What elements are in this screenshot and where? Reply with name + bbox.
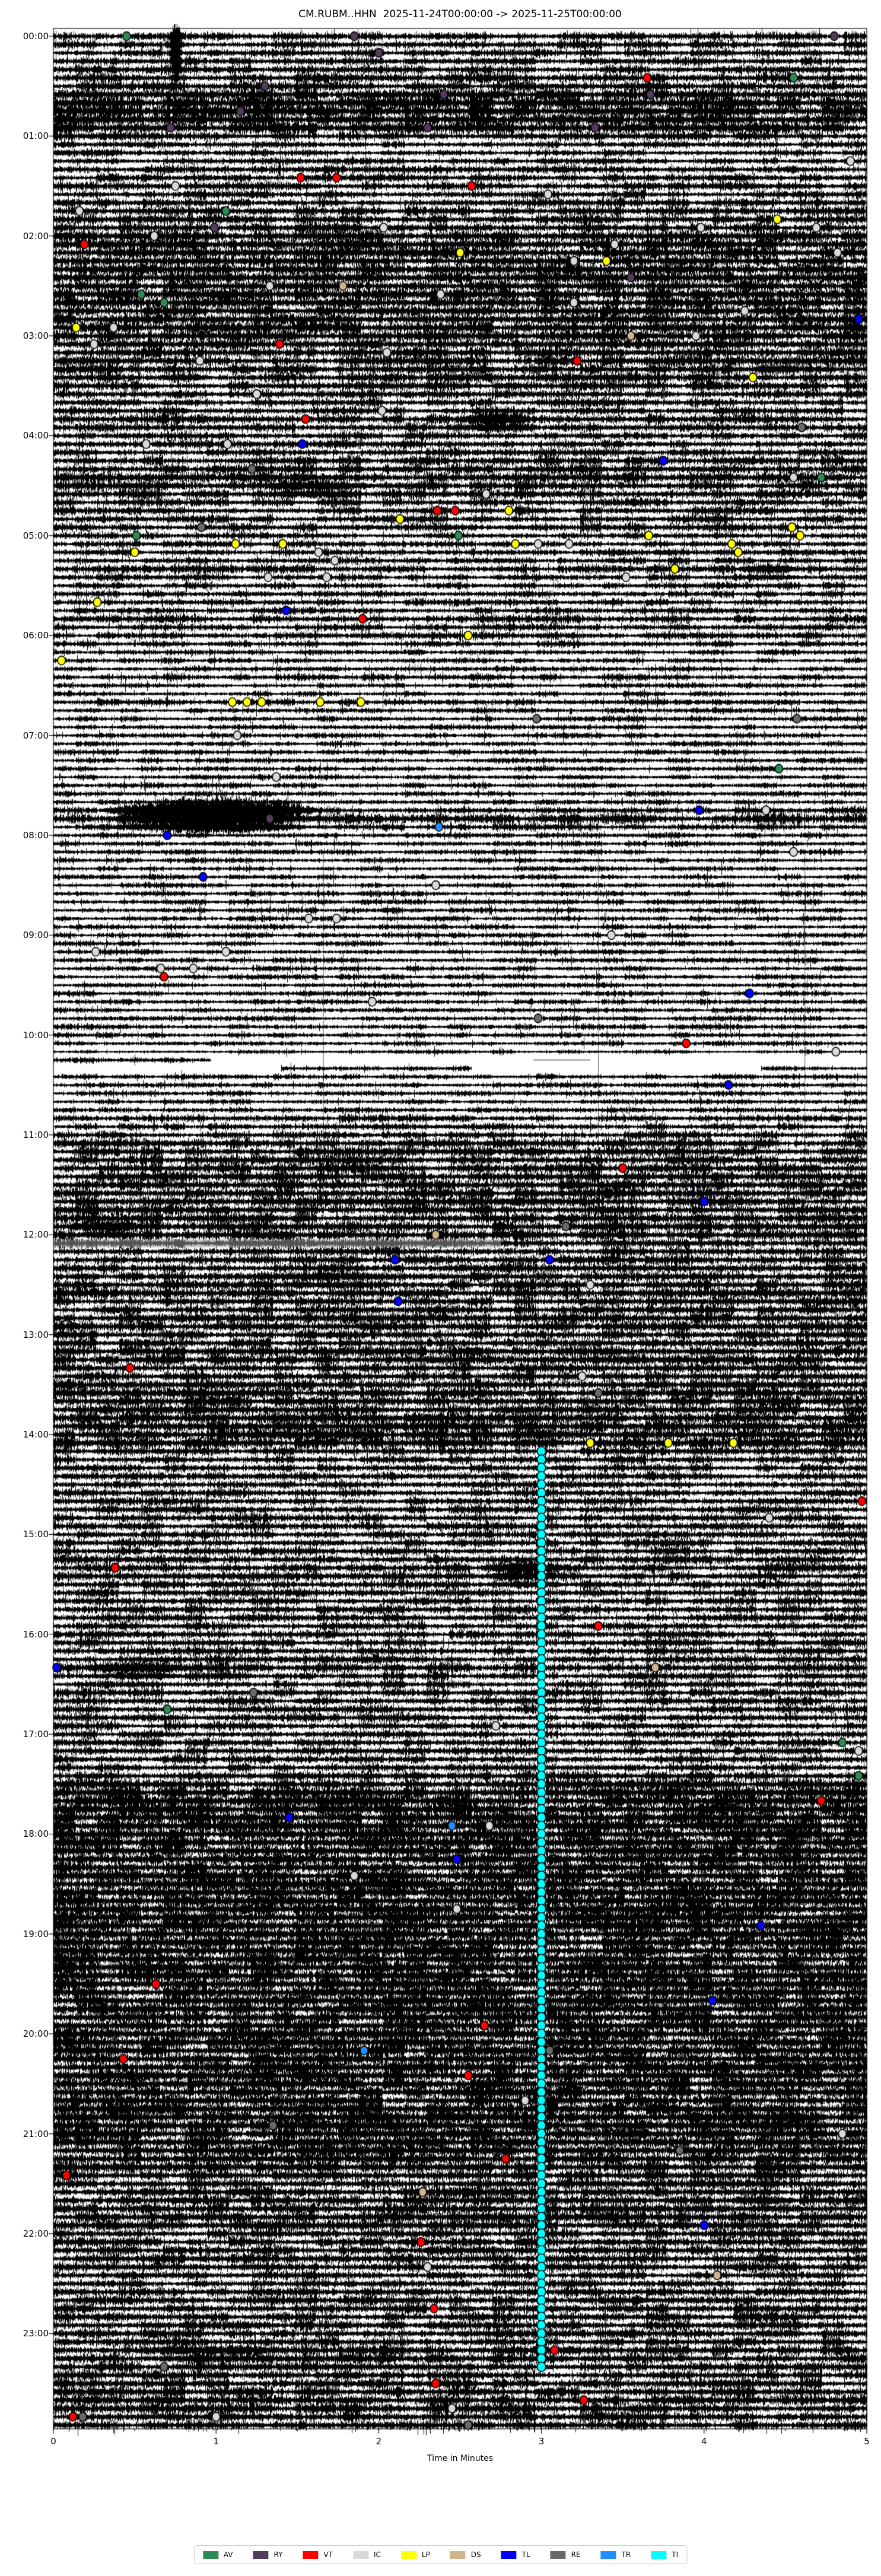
y-tick-label: 01:00 — [23, 131, 49, 142]
legend-item-lp: LP — [400, 2550, 430, 2559]
y-tick-label: 18:00 — [23, 1828, 49, 1840]
y-tick-label: 02:00 — [23, 230, 49, 241]
y-tick-label: 19:00 — [23, 1928, 49, 1939]
y-tick-label: 05:00 — [23, 530, 49, 541]
legend-label: DS — [470, 2550, 481, 2559]
y-tick-label: 04:00 — [23, 430, 49, 441]
legend-swatch-icon — [352, 2550, 368, 2559]
y-tick-label: 11:00 — [23, 1129, 49, 1140]
legend-item-ic: IC — [352, 2550, 381, 2559]
x-tick-label: 5 — [864, 2436, 870, 2447]
legend-swatch-icon — [651, 2550, 667, 2559]
y-tick-label: 07:00 — [23, 730, 49, 741]
y-tick-label: 12:00 — [23, 1229, 49, 1241]
x-axis-label: Time in Minutes — [427, 2454, 494, 2463]
x-tick-label: 1 — [213, 2436, 219, 2447]
y-tick-label: 13:00 — [23, 1329, 49, 1340]
y-tick-label: 15:00 — [23, 1529, 49, 1540]
legend-label: TI — [672, 2550, 679, 2559]
legend-label: IC — [373, 2550, 381, 2559]
legend-item-ds: DS — [450, 2550, 481, 2559]
x-tick-label: 4 — [701, 2436, 707, 2447]
y-tick-label: 06:00 — [23, 630, 49, 641]
classification-legend: AV RY VT IC LP DS TL RE TR TI — [193, 2545, 688, 2564]
legend-item-tl: TL — [501, 2550, 530, 2559]
y-tick-label: 03:00 — [23, 330, 49, 342]
y-tick-label: 08:00 — [23, 829, 49, 841]
legend-label: RY — [273, 2550, 283, 2559]
legend-swatch-icon — [501, 2550, 517, 2559]
y-tick-label: 20:00 — [23, 2028, 49, 2040]
legend-item-ti: TI — [651, 2550, 678, 2559]
legend-label: RE — [571, 2550, 581, 2559]
legend-item-av: AV — [202, 2550, 233, 2559]
legend-label: TL — [521, 2550, 530, 2559]
legend-swatch-icon — [550, 2550, 566, 2559]
legend-item-vt: VT — [303, 2550, 333, 2559]
legend-swatch-icon — [303, 2550, 319, 2559]
y-tick-label: 09:00 — [23, 930, 49, 941]
legend-swatch-icon — [600, 2550, 616, 2559]
x-tick-label: 2 — [376, 2436, 382, 2447]
y-tick-label: 23:00 — [23, 2328, 49, 2339]
legend-swatch-icon — [253, 2550, 269, 2559]
x-tick-label: 0 — [50, 2436, 56, 2447]
y-tick-label: 22:00 — [23, 2228, 49, 2239]
legend-label: LP — [421, 2550, 430, 2559]
legend-swatch-icon — [400, 2550, 416, 2559]
legend-swatch-icon — [450, 2550, 466, 2559]
y-tick-label: 10:00 — [23, 1029, 49, 1041]
y-tick-label: 17:00 — [23, 1729, 49, 1740]
legend-label: TR — [621, 2550, 631, 2559]
legend-item-re: RE — [550, 2550, 581, 2559]
legend-item-tr: TR — [600, 2550, 631, 2559]
legend-swatch-icon — [202, 2550, 218, 2559]
y-tick-label: 21:00 — [23, 2128, 49, 2139]
y-tick-label: 16:00 — [23, 1629, 49, 1640]
legend-label: AV — [223, 2550, 233, 2559]
x-tick-label: 3 — [538, 2436, 545, 2447]
legend-label: VT — [323, 2550, 333, 2559]
y-tick-label: 00:00 — [23, 31, 49, 42]
y-tick-label: 14:00 — [23, 1429, 49, 1440]
legend-item-ry: RY — [253, 2550, 283, 2559]
